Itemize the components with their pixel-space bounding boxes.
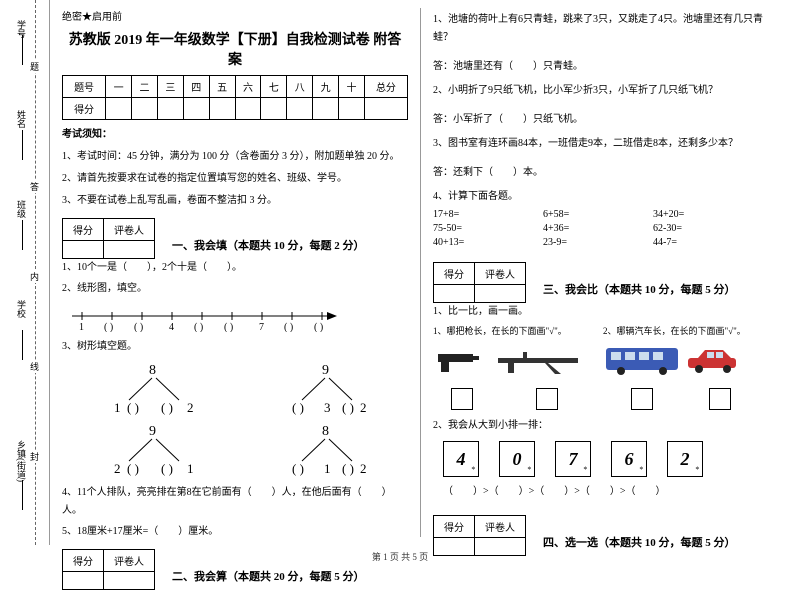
svg-text:( ): ( ) — [194, 322, 203, 332]
checkbox[interactable] — [536, 388, 558, 410]
binding-label-name: 姓名 — [15, 110, 28, 128]
svg-text:4: 4 — [169, 322, 174, 332]
page-footer: 第 1 页 共 5 页 — [0, 550, 800, 563]
section-2-title: 二、我会算（本题共 20 分，每题 5 分） — [172, 568, 408, 584]
tree-row-2: 9 2 ( ) ( ) 1 8 ( ) 1 ( ) 2 — [62, 423, 408, 478]
secret-label: 绝密★启用前 — [62, 8, 408, 23]
svg-text:( ): ( ) — [342, 461, 354, 476]
q1-3: 3、树形填空题。 — [62, 338, 408, 356]
q2-2: 2、小明折了9只纸飞机，比小军少折3只，小军折了几只纸飞机？ — [433, 82, 779, 100]
ans-2-3: 答：还剩下（ ）本。 — [433, 163, 779, 178]
svg-text:1: 1 — [114, 400, 121, 415]
svg-text:( ): ( ) — [127, 400, 139, 415]
q2-1: 1、池塘的荷叶上有6只青蛙，跳来了3只，又跳走了4只。池塘里还有几只青蛙？ — [433, 11, 779, 47]
binding-label-school: 学校 — [15, 300, 28, 318]
calc-row: 17+8=6+58=34+20= — [433, 209, 779, 220]
q2-3: 3、图书室有连环画84本，一班借走9本，二班借走8本，还剩多少本？ — [433, 135, 779, 153]
svg-text:9: 9 — [322, 363, 329, 378]
svg-text:( ): ( ) — [342, 400, 354, 415]
section-1-title: 一、我会填（本题共 10 分，每题 2 分） — [172, 237, 408, 253]
tree-diagram: 8( )1( )2 — [282, 423, 362, 478]
svg-text:9: 9 — [149, 424, 156, 439]
svg-text:2: 2 — [360, 461, 367, 476]
svg-text:1: 1 — [324, 461, 331, 476]
svg-text:( ): ( ) — [127, 461, 139, 476]
bus-icon — [603, 343, 683, 378]
calc-row: 40+13=23-9=44-7= — [433, 237, 779, 248]
svg-text:2: 2 — [187, 400, 194, 415]
num-card: 4* — [443, 441, 479, 477]
q1-2: 2、线形图，填空。 — [62, 280, 408, 298]
num-card: 0* — [499, 441, 535, 477]
q3-1: 1、比一比，画一画。 — [433, 303, 779, 321]
q3-1b: 2、哪辆汽车长，在长的下面画"√"。 — [603, 324, 746, 337]
notice-3: 3、不要在试卷上乱写乱画，卷面不整洁扣 3 分。 — [62, 192, 408, 210]
right-column: 1、池塘的荷叶上有6只青蛙，跳来了3只，又跳走了4只。池塘里还有几只青蛙？ 答：… — [421, 0, 791, 545]
number-cards: 4* 0* 7* 6* 2* — [433, 441, 779, 477]
svg-text:8: 8 — [149, 363, 156, 378]
ans-2-1: 答：池塘里还有（ ）只青蛙。 — [433, 57, 779, 72]
svg-text:( ): ( ) — [161, 400, 173, 415]
num-card: 2* — [667, 441, 703, 477]
exam-title: 苏教版 2019 年一年级数学【下册】自我检测试卷 附答案 — [62, 29, 408, 69]
compare-images — [433, 343, 779, 378]
tree-row-1: 8 1 ( ) ( ) 2 9 ( ) 3 ( ) 2 — [62, 362, 408, 417]
binding-label-class: 班级 — [15, 200, 28, 218]
svg-text:2: 2 — [114, 461, 121, 476]
svg-text:3: 3 — [324, 400, 331, 415]
notice-2: 2、请首先按要求在试卷的指定位置填写您的姓名、班级、学号。 — [62, 170, 408, 188]
q1-4: 4、11个人排队，亮亮排在第8在它前面有（ ）人，在他后面有（ ）人。 — [62, 484, 408, 520]
svg-text:( ): ( ) — [292, 400, 304, 415]
paren-compare: （ ）>（ ）>（ ）>（ ）>（ ） — [443, 483, 779, 501]
checkbox[interactable] — [631, 388, 653, 410]
car-icon — [683, 346, 743, 376]
checkbox[interactable] — [451, 388, 473, 410]
left-column: 绝密★启用前 苏教版 2019 年一年级数学【下册】自我检测试卷 附答案 题号一… — [50, 0, 420, 545]
number-line: 1 ( ) ( ) 4 ( ) ( ) 7 ( ) ( ) — [62, 304, 408, 332]
bind-char: 答 — [30, 180, 39, 193]
q3-1a: 1、哪把枪长，在长的下面画"√"。 — [433, 324, 603, 337]
notice-1: 1、考试时间：45 分钟，满分为 100 分（含卷面分 3 分），附加题单独 2… — [62, 148, 408, 166]
q2-4: 4、计算下面各题。 — [433, 188, 779, 206]
tree-diagram: 9( )3( )2 — [282, 362, 362, 417]
notice-header: 考试须知： — [62, 126, 408, 144]
section-3-title: 三、我会比（本题共 10 分，每题 5 分） — [543, 281, 779, 297]
score-table: 题号一二三四五六七八九十总分 得分 — [62, 75, 408, 120]
checkbox-row — [433, 384, 779, 414]
svg-text:( ): ( ) — [224, 322, 233, 332]
svg-text:( ): ( ) — [292, 461, 304, 476]
q3-2: 2、我会从大到小排一排： — [433, 417, 779, 435]
tree-diagram: 92( )( )1 — [109, 423, 189, 478]
bind-char: 封 — [30, 450, 39, 463]
calc-row: 75-50=4+36=62-30= — [433, 223, 779, 234]
bind-char: 内 — [30, 270, 39, 283]
checkbox[interactable] — [709, 388, 731, 410]
bind-char: 题 — [30, 60, 39, 73]
svg-text:1: 1 — [187, 461, 194, 476]
svg-text:8: 8 — [322, 424, 329, 439]
svg-text:( ): ( ) — [314, 322, 323, 332]
rifle-icon — [493, 346, 593, 376]
q1-1: 1、10个一是（ ），2个十是（ ）。 — [62, 259, 408, 277]
svg-text:( ): ( ) — [104, 322, 113, 332]
binding-label-town: 乡镇(街道) — [15, 440, 28, 482]
svg-text:( ): ( ) — [284, 322, 293, 332]
ans-2-2: 答：小军折了（ ）只纸飞机。 — [433, 110, 779, 125]
bind-char: 线 — [30, 360, 39, 373]
tree-diagram: 81( )( )2 — [109, 362, 189, 417]
num-card: 6* — [611, 441, 647, 477]
svg-text:2: 2 — [360, 400, 367, 415]
num-card: 7* — [555, 441, 591, 477]
svg-text:( ): ( ) — [134, 322, 143, 332]
svg-text:1: 1 — [79, 322, 84, 332]
binding-margin: 学号 姓名 班级 学校 乡镇(街道) 题 答 内 线 封 — [0, 0, 50, 545]
section-4-title: 四、选一选（本题共 10 分，每题 5 分） — [543, 534, 779, 550]
svg-text:7: 7 — [259, 322, 264, 332]
q1-5: 5、18厘米+17厘米=（ ）厘米。 — [62, 523, 408, 541]
svg-text:( ): ( ) — [161, 461, 173, 476]
pistol-icon — [433, 346, 493, 376]
